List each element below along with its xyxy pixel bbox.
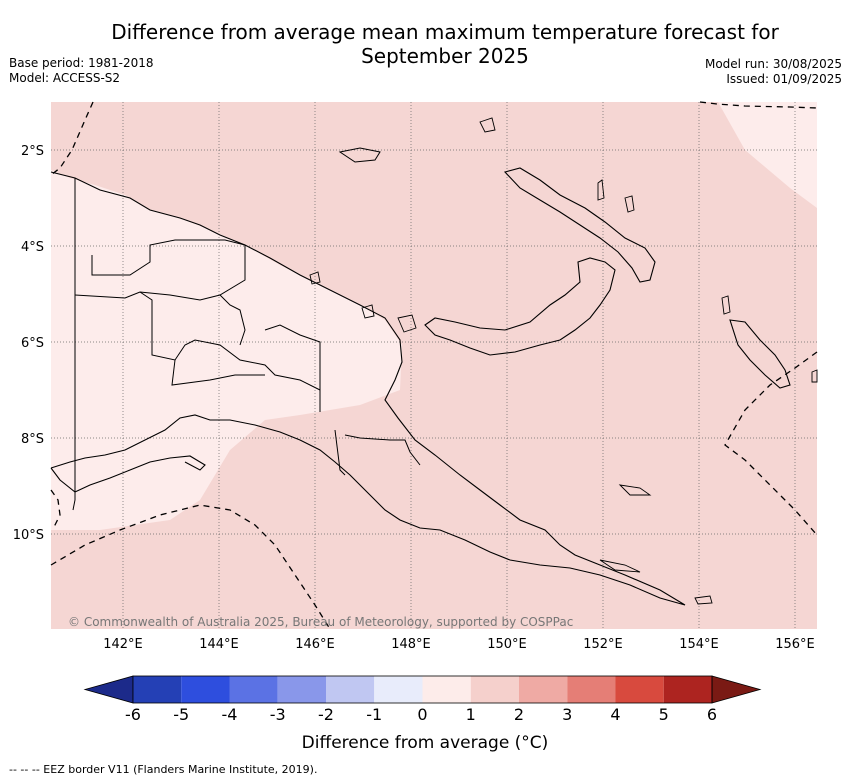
colorbar-tick-label: -2 xyxy=(318,705,334,724)
colorbar-tick-label: 1 xyxy=(466,705,476,724)
colorbar-tick-label: -6 xyxy=(125,705,141,724)
colorbar-tick-label: 4 xyxy=(610,705,620,724)
model-name: Model: ACCESS-S2 xyxy=(9,71,121,85)
colorbar-segment xyxy=(470,676,519,703)
latitude-labels: 2°S 4°S 6°S 8°S 10°S xyxy=(13,144,44,543)
meta-right: Model run: 30/08/2025 Issued: 01/09/2025 xyxy=(705,57,842,87)
colorbar-segment xyxy=(374,676,423,703)
copyright-text: © Commonwealth of Australia 2025, Bureau… xyxy=(68,615,573,629)
colorbar-tick-label: -5 xyxy=(173,705,189,724)
colorbar-outline xyxy=(132,675,713,704)
lon-label: 152°E xyxy=(583,637,623,652)
anomaly-region-west xyxy=(51,140,402,530)
lon-label: 148°E xyxy=(391,637,431,652)
lat-label: 8°S xyxy=(21,432,44,447)
colorbar-tick-label: 0 xyxy=(417,705,427,724)
colorbar-segment xyxy=(229,676,278,703)
lat-label: 10°S xyxy=(13,528,44,543)
lon-label: 146°E xyxy=(295,637,335,652)
colorbar-tick-label: 3 xyxy=(562,705,572,724)
lon-label: 154°E xyxy=(679,637,719,652)
png-south-coast xyxy=(50,455,206,493)
new-ireland xyxy=(503,167,656,283)
chart-title: Difference from average mean maximum tem… xyxy=(111,20,779,68)
anomaly-region-ne xyxy=(718,102,817,208)
eez-borders xyxy=(50,101,818,630)
longitude-labels: 142°E 144°E 146°E 148°E 150°E 152°E 154°… xyxy=(103,637,815,652)
colorbar-segment xyxy=(277,676,326,703)
small-islands xyxy=(309,117,818,605)
colorbar-tick-label: -4 xyxy=(222,705,238,724)
colorbar-segment xyxy=(422,676,471,703)
bougainville xyxy=(729,319,791,389)
base-period: Base period: 1981-2018 xyxy=(9,56,154,70)
eez-footnote: -- -- -- EEZ border V11 (Flanders Marine… xyxy=(9,763,318,776)
colorbar-segment xyxy=(181,676,230,703)
issued-date: Issued: 01/09/2025 xyxy=(726,72,842,86)
colorbar: -6 -5 -4 -3 -2 -1 0 1 2 3 4 5 6 xyxy=(83,675,762,724)
province-boundaries xyxy=(72,178,421,511)
colorbar-segment xyxy=(615,676,664,703)
colorbar-extend-high xyxy=(711,675,762,704)
lat-label: 6°S xyxy=(21,336,44,351)
colorbar-extend-low xyxy=(83,675,134,704)
colorbar-tick-label: 6 xyxy=(707,705,717,724)
colorbar-segment xyxy=(663,676,712,703)
colorbar-segment xyxy=(567,676,616,703)
lon-label: 156°E xyxy=(775,637,815,652)
colorbar-segment xyxy=(133,676,182,703)
lon-label: 150°E xyxy=(487,637,527,652)
meta-left: Base period: 1981-2018 Model: ACCESS-S2 xyxy=(9,56,154,86)
colorbar-segment xyxy=(519,676,568,703)
colorbar-tick-label: -1 xyxy=(366,705,382,724)
lat-label: 2°S xyxy=(21,144,44,159)
colorbar-tick-label: 5 xyxy=(659,705,669,724)
png-mainland xyxy=(50,171,686,606)
colorbar-tick-label: 2 xyxy=(514,705,524,724)
lon-label: 144°E xyxy=(199,637,239,652)
manus-island xyxy=(338,147,381,163)
colorbar-segment xyxy=(326,676,375,703)
new-britain xyxy=(424,257,616,356)
colorbar-tick-label: -3 xyxy=(270,705,286,724)
colorbar-label: Difference from average (°C) xyxy=(301,733,549,753)
lon-label: 142°E xyxy=(103,637,143,652)
model-run: Model run: 30/08/2025 xyxy=(704,57,842,71)
lat-label: 4°S xyxy=(21,240,44,255)
